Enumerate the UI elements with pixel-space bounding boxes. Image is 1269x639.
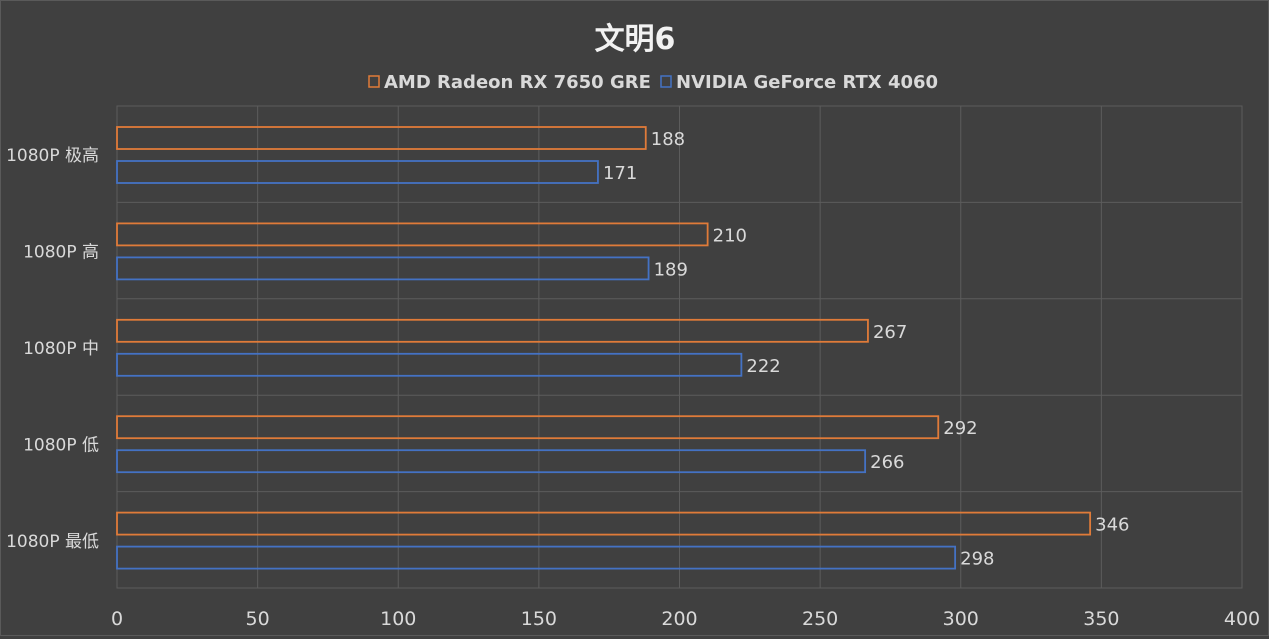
x-tick-label-2: 100 <box>380 608 416 630</box>
bar-0-2 <box>116 318 869 343</box>
data-label-1-1: 189 <box>654 259 688 280</box>
bar-1-1 <box>116 256 650 281</box>
data-label-0-4: 346 <box>1095 515 1129 536</box>
category-label-0: 1080P 极高 <box>6 146 99 166</box>
x-tick-label-3: 150 <box>521 608 557 630</box>
bar-1-2 <box>116 352 743 377</box>
x-tick-label-1: 50 <box>246 608 270 630</box>
category-label-4: 1080P 最低 <box>6 532 99 552</box>
x-tick-label-8: 400 <box>1224 608 1260 630</box>
grid: 0 50 100 150 200 250 300 350 400 <box>111 105 1260 630</box>
category-label-3: 1080P 低 <box>23 435 99 455</box>
bar-0-3 <box>116 415 940 440</box>
bar-1-0 <box>116 160 599 184</box>
bar-0-4 <box>116 511 1092 536</box>
data-label-0-2: 267 <box>873 322 907 343</box>
x-tick-label-7: 350 <box>1083 608 1119 630</box>
legend-swatch-0 <box>368 75 380 88</box>
legend: AMD Radeon RX 7650 GRE NVIDIA GeForce RTX… <box>368 72 938 93</box>
legend-swatch-1 <box>660 75 672 88</box>
data-label-1-4: 298 <box>960 549 994 570</box>
data-label-1-2: 222 <box>746 356 780 377</box>
data-label-1-0: 171 <box>603 163 637 184</box>
category-label-2: 1080P 中 <box>23 339 99 359</box>
data-label-0-1: 210 <box>713 225 747 246</box>
data-label-0-0: 188 <box>651 129 685 150</box>
bar-0-0 <box>116 126 647 150</box>
category-label-1: 1080P 高 <box>23 243 99 263</box>
bar-0-1 <box>116 222 709 247</box>
bar-1-3 <box>116 449 867 474</box>
bar-1-4 <box>116 545 957 570</box>
bars <box>116 126 1092 570</box>
labels: 1080P 极高 1080P 高 1080P 中 1080P 低 1080P 最低 188… <box>6 129 1129 570</box>
data-label-0-3: 292 <box>943 418 977 439</box>
chart-title: 文明6 <box>595 22 676 57</box>
x-tick-label-4: 200 <box>661 608 697 630</box>
legend-label-0: AMD Radeon RX 7650 GRE <box>384 72 651 93</box>
x-tick-label-0: 0 <box>111 608 123 630</box>
data-label-1-3: 266 <box>870 452 904 473</box>
legend-label-1: NVIDIA GeForce RTX 4060 <box>676 72 938 93</box>
x-tick-label-5: 250 <box>802 608 838 630</box>
x-tick-label-6: 300 <box>943 608 979 630</box>
